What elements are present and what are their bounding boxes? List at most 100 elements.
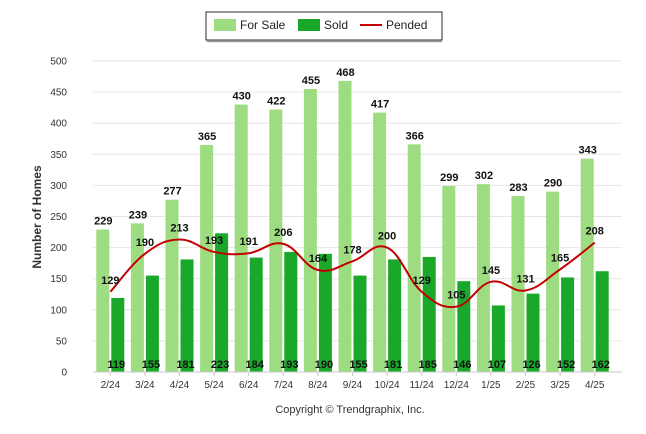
x-tick-label: 9/24 [343, 380, 363, 391]
y-tick-label: 300 [50, 181, 67, 192]
sold-bar [111, 297, 125, 372]
sold-value-label: 162 [592, 359, 610, 371]
sold-value-label: 119 [107, 359, 125, 371]
x-tick-label: 4/25 [585, 380, 605, 391]
sold-value-label: 107 [488, 359, 506, 371]
x-tick-label: 11/24 [410, 380, 435, 391]
pended-value-label: 131 [516, 274, 534, 286]
x-tick-label: 5/24 [204, 380, 224, 391]
sold-bar [318, 253, 332, 372]
pended-value-label: 208 [586, 226, 604, 238]
for-sale-bar [580, 158, 594, 372]
sold-value-label: 223 [211, 359, 229, 371]
pended-value-label: 178 [343, 244, 361, 256]
copyright-footer: Copyright © Trendgraphix, Inc. [275, 404, 424, 416]
pended-value-label: 190 [136, 237, 154, 249]
sold-value-label: 155 [349, 359, 367, 371]
sold-value-label: 185 [419, 359, 437, 371]
legend-label: Sold [324, 18, 348, 32]
pended-series-line [109, 238, 596, 309]
data-labels: 229 119 239 155 277 181 365 223 430 184 422 193 455 1… [94, 67, 610, 371]
for-sale-bar [338, 80, 352, 373]
sold-value-label: 152 [557, 359, 575, 371]
y-tick-label: 500 [50, 57, 67, 68]
y-tick-label: 350 [50, 150, 67, 161]
pended-value-label: 129 [101, 275, 119, 287]
sold-bar [180, 259, 194, 372]
for-sale-bar [511, 195, 525, 372]
y-axis-title: Number of Homes [30, 165, 44, 269]
sold-value-label: 181 [384, 359, 402, 371]
for-sale-value-label: 365 [198, 131, 216, 143]
pended-value-label: 145 [482, 265, 500, 277]
legend: For Sale Sold Pended [205, 11, 443, 43]
x-tick-label: 2/25 [516, 380, 536, 391]
for-sale-value-label: 283 [509, 182, 527, 194]
x-tick-label: 1/25 [481, 380, 501, 391]
for-sale-bar [407, 144, 421, 372]
for-sale-bar [200, 144, 214, 372]
sold-bar [215, 233, 229, 372]
bars [96, 80, 609, 373]
sold-value-label: 193 [280, 359, 298, 371]
for-sale-value-label: 366 [406, 130, 424, 142]
for-sale-value-label: 417 [371, 99, 389, 111]
y-tick-label: 450 [50, 88, 67, 99]
pended-value-label: 191 [240, 236, 258, 248]
for-sale-value-label: 422 [267, 96, 285, 108]
x-tick-label: 12/24 [444, 380, 469, 391]
sold-value-label: 146 [453, 359, 471, 371]
for-sale-value-label: 343 [579, 145, 597, 157]
for-sale-bar [546, 191, 560, 372]
pended-value-label: 193 [205, 235, 223, 247]
sold-bar [491, 305, 505, 372]
for-sale-value-label: 468 [336, 67, 354, 79]
pended-value-label: 213 [170, 223, 188, 235]
x-tick-label: 3/25 [550, 380, 570, 391]
y-tick-label: 200 [50, 243, 67, 254]
sold-bar [526, 293, 540, 372]
y-tick-label: 400 [50, 119, 67, 130]
legend-label: Pended [386, 18, 427, 32]
for-sale-value-label: 239 [129, 209, 147, 221]
pended-value-label: 206 [274, 227, 292, 239]
sold-value-label: 181 [176, 359, 194, 371]
sold-value-label: 126 [522, 359, 540, 371]
pended-value-label: 165 [551, 252, 569, 264]
sold-value-label: 155 [142, 359, 160, 371]
sold-bar [145, 275, 159, 372]
sold-bar [457, 281, 471, 372]
for-sale-value-label: 455 [302, 75, 320, 87]
for-sale-value-label: 430 [233, 91, 251, 103]
pended-value-label: 200 [378, 231, 396, 243]
pended-value-label: 129 [413, 275, 431, 287]
for-sale-bar [303, 88, 317, 373]
for-sale-bar [373, 112, 387, 372]
for-sale-bar [165, 199, 179, 372]
legend-box [205, 11, 443, 41]
x-tick-label: 7/24 [274, 380, 294, 391]
pended-line [109, 238, 596, 309]
for-sale-bar [130, 223, 144, 372]
for-sale-bar [476, 184, 490, 372]
sold-bar [422, 256, 436, 372]
for-sale-value-label: 299 [440, 172, 458, 184]
for-sale-bar [442, 186, 456, 372]
for-sale-value-label: 277 [163, 186, 181, 198]
y-tick-label: 250 [50, 212, 67, 223]
sold-bar [353, 275, 367, 372]
for-sale-bar [234, 104, 248, 372]
x-tick-label: 8/24 [308, 380, 328, 391]
x-tick-label: 10/24 [375, 380, 400, 391]
sold-bar [561, 277, 575, 372]
x-tick-label: 4/24 [170, 380, 190, 391]
x-tick-label: 6/24 [239, 380, 259, 391]
sold-bar [249, 257, 263, 372]
y-tick-label: 150 [50, 274, 67, 285]
legend-label: For Sale [240, 18, 286, 32]
pended-value-label: 105 [447, 290, 465, 302]
legend-swatch [298, 19, 320, 31]
legend-swatch [214, 19, 236, 31]
axes: 0 50 100 150 200 250 300 350 400 450 500 2/24 3/24 4/… [50, 57, 622, 391]
